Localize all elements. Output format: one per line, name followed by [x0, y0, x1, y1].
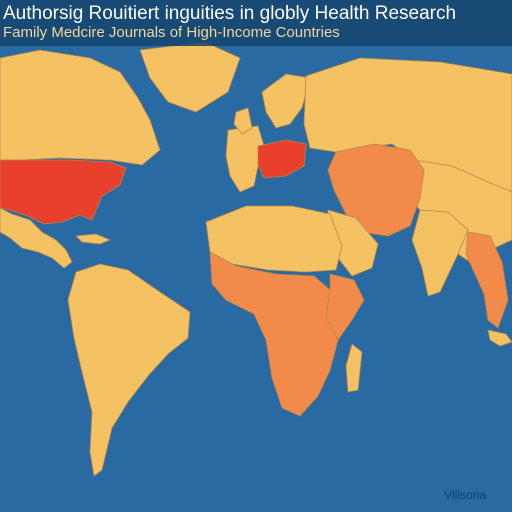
region-india [411, 209, 469, 297]
map-title: Authorsig Rouitiert inguities in globly … [3, 3, 457, 24]
map-subtitle: Family Medcire Journals of High-Income C… [3, 24, 340, 41]
region-madagascar [345, 343, 363, 393]
region-uk [233, 107, 253, 135]
region-middle-east [327, 143, 425, 237]
region-southeast-asia [465, 231, 509, 329]
region-central-europe [257, 139, 307, 179]
region-western-europe [225, 125, 265, 193]
watermark: Vlllsoria [443, 488, 486, 502]
region-mexico-central-america [0, 207, 73, 269]
region-caribbean [75, 233, 112, 245]
region-south-america [67, 263, 191, 477]
region-united-states [0, 159, 127, 225]
region-east-africa [325, 273, 365, 341]
region-sub-saharan-africa [209, 251, 339, 417]
title-banner: Authorsig Rouitiert inguities in globly … [0, 0, 512, 46]
region-indonesia [487, 329, 512, 347]
region-scandinavia [261, 73, 311, 129]
